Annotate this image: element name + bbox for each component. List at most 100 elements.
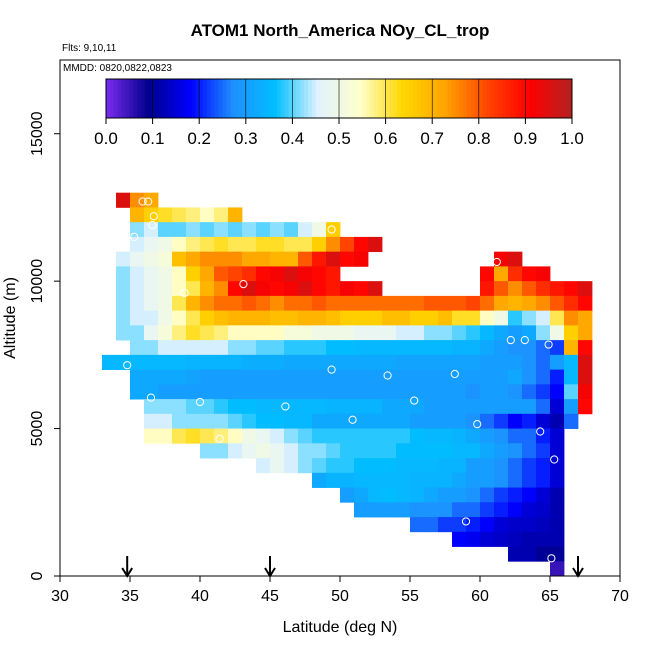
heatmap-cell [130,369,145,385]
heatmap-cell [298,369,313,385]
heatmap-cell [354,413,369,429]
heatmap-cell [508,384,523,400]
heatmap-cell [480,384,495,400]
heatmap-cell [340,340,355,356]
heatmap-cell [242,266,257,282]
colorbar-segment [420,79,425,118]
heatmap-cell [522,399,537,415]
heatmap-cell [144,236,159,253]
heatmap-cell [410,443,425,459]
heatmap-cell [494,266,509,282]
colorbar-segment [253,79,258,118]
colorbar-segment [556,79,561,118]
heatmap-cell [578,281,593,297]
heatmap-cell [410,325,425,341]
colorbar-segment [467,79,472,118]
colorbar-segment [257,79,262,118]
heatmap-cell [354,281,369,297]
heatmap-cell [536,295,551,312]
y-tick-label: 5000 [29,411,46,447]
colorbar-segment [397,79,402,118]
heatmap-cell [522,517,537,533]
heatmap-cell [466,413,481,429]
flight-arrows [121,556,584,578]
heatmap-cell [130,207,145,223]
colorbar-segment [525,79,530,118]
heatmap-cell [578,369,593,385]
heatmap-cell [186,236,201,253]
heatmap-cell [410,428,425,444]
heatmap-cell [158,413,173,429]
colorbar-segment [358,79,363,118]
heatmap-cell [536,413,551,429]
colorbar-segment [315,79,321,118]
heatmap-cell [186,310,201,326]
heatmap-cell [368,354,383,370]
heatmap-cell [312,325,327,341]
heatmap-cell [522,281,537,297]
heatmap-cell [508,340,523,356]
heatmap-cell [158,236,173,253]
heatmap-cell [438,384,453,400]
colorbar-segment [222,79,227,118]
heatmap-cell [368,502,383,518]
heatmap-cell [438,443,453,459]
heatmap-cell [284,458,299,474]
heatmap-cell [550,354,565,370]
heatmap-cell [144,207,159,223]
heatmap-cell [424,413,439,429]
heatmap-cell [480,428,495,444]
colorbar-tick-label: 0.6 [374,129,398,148]
heatmap-cell [480,502,495,518]
heatmap-cell [172,281,187,297]
heatmap-cell [354,472,369,488]
heatmap-cell [326,472,341,488]
colorbar-segment [447,79,453,118]
heatmap-cell [480,310,495,326]
heatmap-cell [480,517,495,533]
heatmap-cell [312,443,327,459]
heatmap-cell [312,266,327,282]
heatmap-cell [508,281,523,297]
heatmap-cell [312,222,327,238]
heatmap-cell [116,310,131,326]
colorbar-segment [552,79,557,118]
sample-point [450,369,459,379]
heatmap-cell [144,428,159,444]
heatmap-cell [410,295,425,312]
heatmap-cell [284,325,299,341]
heatmap-cell [522,443,537,459]
heatmap-cell [382,295,397,312]
heatmap-cell [312,413,327,429]
heatmap-cell [270,222,285,238]
heatmap-cell [550,458,565,474]
colorbar-segment [203,79,208,118]
heatmap-cell [452,295,467,312]
colorbar-segment [335,79,340,118]
heatmap-cell [466,325,481,341]
colorbar-segment [451,79,456,118]
heatmap-cell [214,266,229,282]
heatmap-cell [242,399,257,415]
heatmap-cell [214,295,229,312]
y-axis: 0 5000 10000 15000 [29,60,61,580]
colorbar-segment [474,79,480,118]
heatmap-cell [340,281,355,297]
heatmap-cell [494,340,509,356]
heatmap-cell [284,384,299,400]
heatmap-cell [256,443,271,459]
heatmap-cell [284,354,299,370]
x-tick-label: 60 [471,588,489,605]
colorbar-segment [148,79,154,118]
sample-point [492,257,501,267]
colorbar-segment [288,79,293,118]
colorbar-segment [226,79,231,118]
heatmap-cell [242,310,257,326]
colorbar-segment [502,79,507,118]
colorbar-segment [238,79,243,118]
colorbar-segment [377,79,383,118]
heatmap-cell [424,340,439,356]
heatmap-cell [186,340,201,356]
colorbar-segment [350,79,356,118]
heatmap-cell [158,310,173,326]
